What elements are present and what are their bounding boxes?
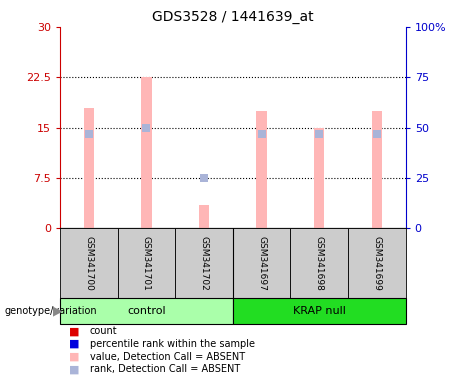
Bar	[60, 298, 233, 324]
Bar	[372, 111, 382, 228]
Point	[258, 131, 266, 137]
Point	[85, 131, 92, 137]
Text: KRAP null: KRAP null	[293, 306, 346, 316]
Text: count: count	[90, 326, 118, 336]
Bar	[118, 228, 175, 298]
Text: GSM341697: GSM341697	[257, 236, 266, 290]
Text: ■: ■	[69, 339, 80, 349]
Text: percentile rank within the sample: percentile rank within the sample	[90, 339, 255, 349]
Bar	[175, 228, 233, 298]
Text: ■: ■	[69, 352, 80, 362]
Bar	[60, 228, 118, 298]
Text: GSM341698: GSM341698	[315, 236, 324, 290]
Point	[373, 131, 381, 137]
Text: genotype/variation: genotype/variation	[5, 306, 97, 316]
Text: GSM341700: GSM341700	[84, 236, 93, 290]
Text: ▶: ▶	[53, 305, 63, 318]
Text: rank, Detection Call = ABSENT: rank, Detection Call = ABSENT	[90, 364, 240, 374]
Point	[315, 131, 323, 137]
Bar	[233, 228, 290, 298]
Bar	[233, 298, 406, 324]
Bar	[290, 228, 348, 298]
Text: ■: ■	[69, 364, 80, 374]
Title: GDS3528 / 1441639_at: GDS3528 / 1441639_at	[152, 10, 313, 25]
Text: control: control	[127, 306, 165, 316]
Bar	[348, 228, 406, 298]
Text: GSM341699: GSM341699	[372, 236, 381, 290]
Bar	[256, 111, 267, 228]
Bar	[141, 77, 152, 228]
Text: value, Detection Call = ABSENT: value, Detection Call = ABSENT	[90, 352, 245, 362]
Text: GSM341701: GSM341701	[142, 236, 151, 290]
Point	[142, 124, 150, 131]
Point	[200, 175, 207, 181]
Bar	[83, 108, 94, 228]
Bar	[199, 205, 209, 228]
Bar	[314, 127, 325, 228]
Text: GSM341702: GSM341702	[200, 236, 208, 290]
Text: ■: ■	[69, 326, 80, 336]
